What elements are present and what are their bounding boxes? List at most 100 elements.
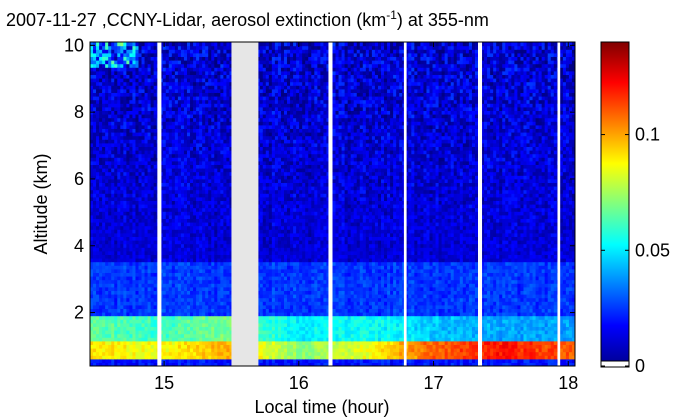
heatmap-cell <box>168 164 173 169</box>
heatmap-cell <box>171 146 176 151</box>
heatmap-cell <box>93 121 97 126</box>
heatmap-cell <box>217 160 221 165</box>
heatmap-cell <box>141 186 146 191</box>
heatmap-cell <box>126 272 130 277</box>
heatmap-cell <box>120 45 124 50</box>
heatmap-cell <box>159 358 164 363</box>
heatmap-cell <box>211 150 215 155</box>
heatmap-cell <box>217 204 221 209</box>
heatmap-cell <box>111 139 115 144</box>
heatmap-cell <box>126 128 130 133</box>
heatmap-cell <box>187 124 191 129</box>
heatmap-cell <box>226 351 231 356</box>
heatmap-cell <box>105 142 109 147</box>
heatmap-cell <box>226 81 231 86</box>
heatmap-cell <box>199 157 203 162</box>
heatmap-cell <box>144 117 149 122</box>
heatmap-cell <box>99 312 103 317</box>
heatmap-cell <box>105 297 109 302</box>
heatmap-cell <box>193 200 197 205</box>
heatmap-cell <box>223 139 227 144</box>
heatmap-cell <box>102 279 106 284</box>
heatmap-cell <box>211 56 215 61</box>
heatmap-cell <box>129 85 134 90</box>
heatmap-cell <box>126 142 130 147</box>
heatmap-cell <box>168 250 173 255</box>
heatmap-cell <box>162 355 167 360</box>
heatmap-cell <box>126 196 130 201</box>
heatmap-cell <box>141 106 146 111</box>
heatmap-cell <box>180 211 185 216</box>
heatmap-cell <box>114 157 118 162</box>
heatmap-cell <box>141 358 146 363</box>
heatmap-cell <box>177 214 182 219</box>
heatmap-cell <box>226 214 231 219</box>
heatmap-cell <box>220 132 224 137</box>
heatmap-cell <box>126 78 130 83</box>
heatmap-cell <box>205 193 209 198</box>
heatmap-cell <box>150 355 155 360</box>
heatmap-cell <box>202 304 206 309</box>
heatmap-cell <box>183 229 188 234</box>
heatmap-cell <box>114 193 118 198</box>
heatmap-cell <box>120 196 124 201</box>
heatmap-cell <box>135 182 140 187</box>
heatmap-cell <box>99 236 103 241</box>
heatmap-cell <box>202 265 206 270</box>
heatmap-cell <box>223 236 227 241</box>
heatmap-cell <box>141 355 146 360</box>
heatmap-cell <box>111 200 115 205</box>
heatmap-cell <box>177 70 182 75</box>
heatmap-cell <box>159 88 164 93</box>
heatmap-cell <box>187 85 191 90</box>
heatmap-cell <box>168 225 173 230</box>
heatmap-cell <box>114 56 118 61</box>
heatmap-cell <box>162 200 167 205</box>
heatmap-cell <box>168 110 173 115</box>
heatmap-cell <box>171 128 176 133</box>
heatmap-cell <box>211 171 215 176</box>
heatmap-cell <box>183 240 188 245</box>
heatmap-cell <box>229 171 234 176</box>
heatmap-cell <box>99 139 103 144</box>
heatmap-cell <box>105 207 109 212</box>
heatmap-cell <box>190 168 194 173</box>
heatmap-cell <box>126 301 130 306</box>
heatmap-cell <box>105 42 109 47</box>
heatmap-cell <box>214 204 218 209</box>
heatmap-cell <box>159 175 164 180</box>
heatmap-cell <box>141 63 146 68</box>
heatmap-cell <box>223 351 227 356</box>
heatmap-cell <box>171 153 176 158</box>
heatmap-cell <box>114 348 118 353</box>
heatmap-cell <box>135 124 140 129</box>
heatmap-cell <box>159 106 164 111</box>
heatmap-cell <box>214 254 218 259</box>
heatmap-cell <box>138 214 143 219</box>
heatmap-cell <box>159 196 164 201</box>
heatmap-cell <box>223 70 227 75</box>
heatmap-cell <box>93 326 97 331</box>
heatmap-cell <box>196 60 200 65</box>
heatmap-cell <box>220 96 224 101</box>
heatmap-cell <box>135 92 140 97</box>
heatmap-cell <box>147 204 152 209</box>
heatmap-cell <box>165 243 170 248</box>
heatmap-cell <box>220 337 224 342</box>
heatmap-cell <box>174 42 179 47</box>
heatmap-cell <box>102 150 106 155</box>
heatmap-cell <box>214 142 218 147</box>
heatmap-cell <box>126 186 130 191</box>
heatmap-cell <box>102 218 106 223</box>
heatmap-cell <box>123 153 127 158</box>
heatmap-cell <box>229 60 234 65</box>
heatmap-cell <box>187 304 191 309</box>
heatmap-cell <box>187 186 191 191</box>
heatmap-cell <box>214 103 218 108</box>
heatmap-cell <box>102 232 106 237</box>
heatmap-cell <box>208 290 212 295</box>
heatmap-cell <box>183 319 188 324</box>
heatmap-cell <box>177 67 182 72</box>
heatmap-cell <box>105 52 109 57</box>
heatmap-cell <box>196 74 200 79</box>
